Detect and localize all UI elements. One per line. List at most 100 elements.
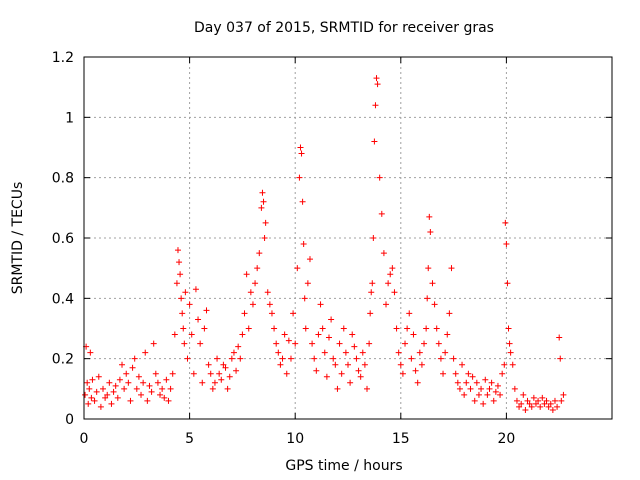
data-point-marker bbox=[501, 361, 508, 368]
y-tick-label: 0.8 bbox=[52, 171, 74, 187]
data-point-marker bbox=[287, 355, 294, 362]
data-point-marker bbox=[302, 325, 309, 332]
data-point-marker bbox=[315, 331, 322, 338]
data-point-marker bbox=[504, 280, 511, 287]
data-point-marker bbox=[127, 397, 134, 404]
data-point-marker bbox=[264, 289, 271, 296]
data-point-marker bbox=[364, 385, 371, 392]
data-point-marker bbox=[91, 397, 98, 404]
data-point-marker bbox=[182, 289, 189, 296]
data-point-marker bbox=[299, 198, 306, 205]
y-tick-labels: 0 0.2 0.4 0.6 0.8 1 1.2 bbox=[52, 50, 74, 428]
data-point-marker bbox=[239, 331, 246, 338]
data-point-marker bbox=[114, 394, 121, 401]
data-point-marker bbox=[224, 385, 231, 392]
y-tick-label: 0.6 bbox=[52, 231, 74, 247]
data-point-marker bbox=[373, 75, 380, 82]
data-point-marker bbox=[368, 289, 375, 296]
data-point-marker bbox=[558, 397, 565, 404]
data-point-marker bbox=[484, 391, 491, 398]
data-point-marker bbox=[259, 189, 266, 196]
data-point-marker bbox=[345, 361, 351, 368]
data-point-marker bbox=[499, 370, 506, 377]
data-point-marker bbox=[494, 382, 501, 389]
data-point-marker bbox=[245, 325, 252, 332]
data-point-marker bbox=[338, 370, 345, 377]
data-point-marker bbox=[192, 286, 199, 293]
data-point-marker bbox=[347, 379, 354, 386]
data-point-marker bbox=[116, 376, 123, 383]
data-point-marker bbox=[260, 198, 267, 205]
x-tick-label: 5 bbox=[185, 431, 194, 447]
data-point-marker bbox=[150, 340, 157, 347]
data-point-marker bbox=[560, 391, 567, 398]
data-point-marker bbox=[321, 349, 328, 356]
data-point-marker bbox=[86, 385, 93, 392]
data-point-marker bbox=[412, 367, 419, 374]
data-point-marker bbox=[509, 361, 516, 368]
data-point-marker bbox=[230, 349, 237, 356]
data-point-marker bbox=[154, 379, 161, 386]
data-point-marker bbox=[186, 301, 193, 308]
data-point-marker bbox=[399, 370, 406, 377]
data-point-marker bbox=[235, 343, 242, 350]
data-point-marker bbox=[425, 265, 432, 272]
data-point-marker bbox=[188, 331, 195, 338]
data-point-marker bbox=[539, 394, 546, 401]
data-point-marker bbox=[336, 340, 343, 347]
data-point-marker bbox=[325, 334, 332, 341]
data-point-marker bbox=[404, 325, 411, 332]
data-point-marker bbox=[393, 325, 400, 332]
data-point-marker bbox=[397, 361, 404, 368]
data-point-marker bbox=[353, 355, 360, 362]
data-point-marker bbox=[203, 307, 210, 314]
data-point-marker bbox=[359, 349, 366, 356]
data-point-marker bbox=[201, 325, 208, 332]
data-point-marker bbox=[119, 361, 126, 368]
data-point-marker bbox=[123, 370, 130, 377]
data-point-marker bbox=[197, 340, 204, 347]
data-point-marker bbox=[471, 397, 478, 404]
data-point-marker bbox=[423, 325, 430, 332]
data-point-marker bbox=[275, 349, 282, 356]
data-point-marker bbox=[532, 400, 539, 407]
data-point-marker bbox=[279, 355, 286, 362]
data-point-marker bbox=[402, 340, 409, 347]
data-point-marker bbox=[233, 367, 240, 374]
data-point-marker bbox=[467, 385, 474, 392]
y-axis-title: SRMTID / TECUs bbox=[10, 182, 26, 295]
data-point-marker bbox=[281, 331, 288, 338]
data-point-marker bbox=[285, 337, 292, 344]
data-point-marker bbox=[424, 295, 431, 302]
data-point-marker bbox=[349, 331, 356, 338]
data-point-marker bbox=[418, 361, 425, 368]
data-point-marker bbox=[277, 361, 284, 368]
data-point-marker bbox=[506, 340, 513, 347]
data-point-marker bbox=[100, 385, 107, 392]
data-point-marker bbox=[261, 235, 268, 241]
data-point-marker bbox=[304, 280, 311, 287]
data-point-marker bbox=[313, 367, 320, 374]
data-point-marker bbox=[112, 382, 119, 389]
data-point-marker bbox=[298, 150, 305, 157]
data-point-marker bbox=[167, 385, 174, 392]
data-point-marker bbox=[82, 391, 89, 398]
data-point-marker bbox=[97, 403, 104, 410]
data-point-marker bbox=[177, 271, 184, 278]
data-point-marker bbox=[448, 265, 455, 272]
data-point-marker bbox=[351, 343, 358, 350]
data-point-marker bbox=[218, 376, 225, 383]
data-point-marker bbox=[142, 349, 149, 356]
data-point-marker bbox=[545, 403, 552, 410]
data-point-marker bbox=[551, 397, 558, 404]
data-point-marker bbox=[195, 316, 202, 323]
x-axis-title: GPS time / hours bbox=[285, 458, 402, 474]
data-point-marker bbox=[537, 403, 544, 410]
data-point-marker bbox=[426, 213, 433, 220]
data-point-marker bbox=[178, 295, 185, 302]
data-point-marker bbox=[522, 406, 529, 413]
data-point-marker bbox=[490, 397, 497, 404]
data-point-marker bbox=[273, 340, 280, 347]
data-point-marker bbox=[161, 394, 168, 401]
data-point-marker bbox=[416, 349, 423, 356]
